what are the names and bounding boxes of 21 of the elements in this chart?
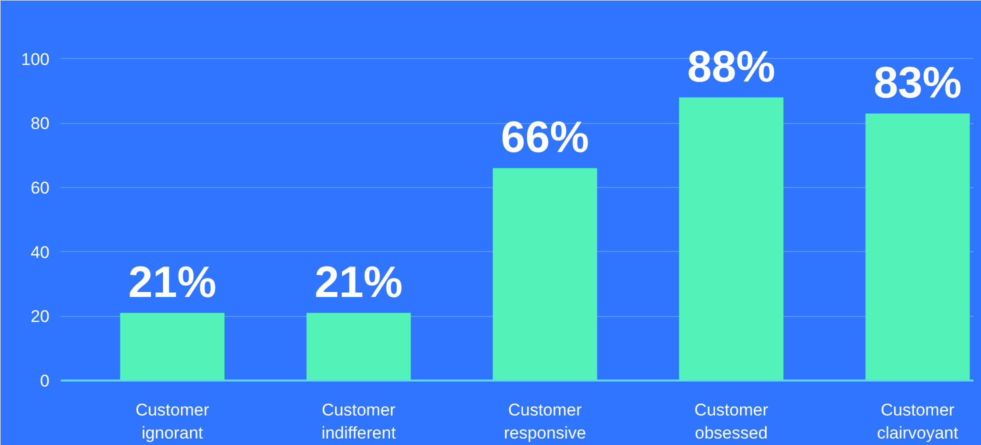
y-tick-label: 20 — [30, 307, 50, 326]
data-label: 21% — [128, 258, 216, 307]
y-tick-label: 60 — [30, 178, 50, 198]
x-tick-label: Customer obsessed — [694, 400, 768, 442]
bar — [865, 113, 970, 380]
data-label: 21% — [314, 258, 403, 307]
x-tick-label: Customer responsive — [504, 400, 586, 442]
bar — [679, 97, 784, 380]
y-tick-label: 100 — [21, 50, 50, 69]
data-label: 83% — [874, 58, 962, 108]
data-label: 88% — [687, 42, 776, 92]
y-tick-label: 0 — [40, 372, 50, 390]
y-tick-label: 40 — [30, 242, 50, 262]
bar — [120, 312, 224, 380]
data-label: 66% — [500, 113, 589, 162]
x-tick-label: Customer clairvoyant — [876, 400, 959, 442]
bar — [492, 168, 598, 380]
bar — [306, 312, 411, 380]
y-tick-label: 80 — [30, 114, 50, 134]
x-tick-label: Customer ignorant — [135, 400, 210, 442]
x-tick-label: Customer indifferent — [321, 400, 396, 442]
